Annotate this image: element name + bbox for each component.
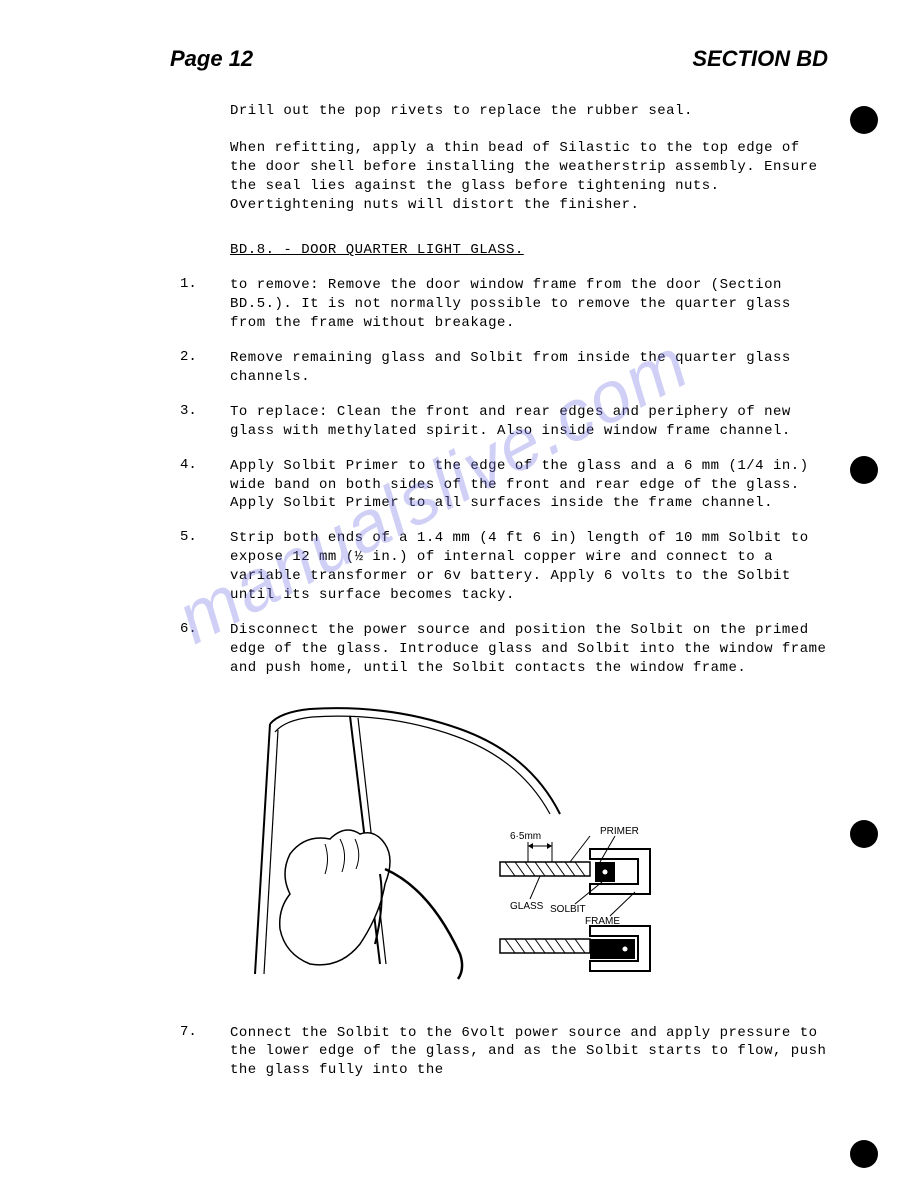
figure-quarter-glass: 6·5mm PRIMER GLASS SOLBIT bbox=[180, 694, 828, 1004]
punch-hole-2 bbox=[850, 456, 878, 484]
step-5: 5. Strip both ends of a 1.4 mm (4 ft 6 i… bbox=[180, 529, 828, 605]
intro-para-2: When refitting, apply a thin bead of Sil… bbox=[180, 139, 828, 215]
label-primer: PRIMER bbox=[600, 826, 639, 837]
step-1: 1. to remove: Remove the door window fra… bbox=[180, 276, 828, 333]
content-body: Drill out the pop rivets to replace the … bbox=[0, 72, 918, 1080]
step-text: Connect the Solbit to the 6volt power so… bbox=[230, 1024, 828, 1081]
step-text: Apply Solbit Primer to the edge of the g… bbox=[230, 457, 828, 514]
step-4: 4. Apply Solbit Primer to the edge of th… bbox=[180, 457, 828, 514]
step-text: To replace: Clean the front and rear edg… bbox=[230, 403, 828, 441]
step-3: 3. To replace: Clean the front and rear … bbox=[180, 403, 828, 441]
step-text: to remove: Remove the door window frame … bbox=[230, 276, 828, 333]
figure-svg: 6·5mm PRIMER GLASS SOLBIT bbox=[230, 694, 690, 994]
step-number: 1. bbox=[180, 276, 230, 333]
step-text: Strip both ends of a 1.4 mm (4 ft 6 in) … bbox=[230, 529, 828, 605]
label-dimension: 6·5mm bbox=[510, 831, 541, 842]
step-number: 4. bbox=[180, 457, 230, 514]
punch-hole-3 bbox=[850, 820, 878, 848]
section-heading: BD.8. - DOOR QUARTER LIGHT GLASS. bbox=[180, 242, 828, 258]
punch-hole-4 bbox=[850, 1140, 878, 1168]
page-header: Page 12 SECTION BD bbox=[0, 0, 918, 72]
label-glass: GLASS bbox=[510, 901, 544, 912]
page-number: Page 12 bbox=[170, 46, 253, 72]
step-7: 7. Connect the Solbit to the 6volt power… bbox=[180, 1024, 828, 1081]
step-text: Disconnect the power source and position… bbox=[230, 621, 828, 678]
step-text: Remove remaining glass and Solbit from i… bbox=[230, 349, 828, 387]
step-number: 7. bbox=[180, 1024, 230, 1081]
punch-hole-1 bbox=[850, 106, 878, 134]
intro-para-1: Drill out the pop rivets to replace the … bbox=[180, 102, 828, 121]
step-number: 6. bbox=[180, 621, 230, 678]
step-6: 6. Disconnect the power source and posit… bbox=[180, 621, 828, 678]
step-2: 2. Remove remaining glass and Solbit fro… bbox=[180, 349, 828, 387]
step-number: 5. bbox=[180, 529, 230, 605]
step-number: 3. bbox=[180, 403, 230, 441]
step-number: 2. bbox=[180, 349, 230, 387]
label-solbit: SOLBIT bbox=[550, 904, 586, 915]
section-label: SECTION BD bbox=[692, 46, 828, 72]
